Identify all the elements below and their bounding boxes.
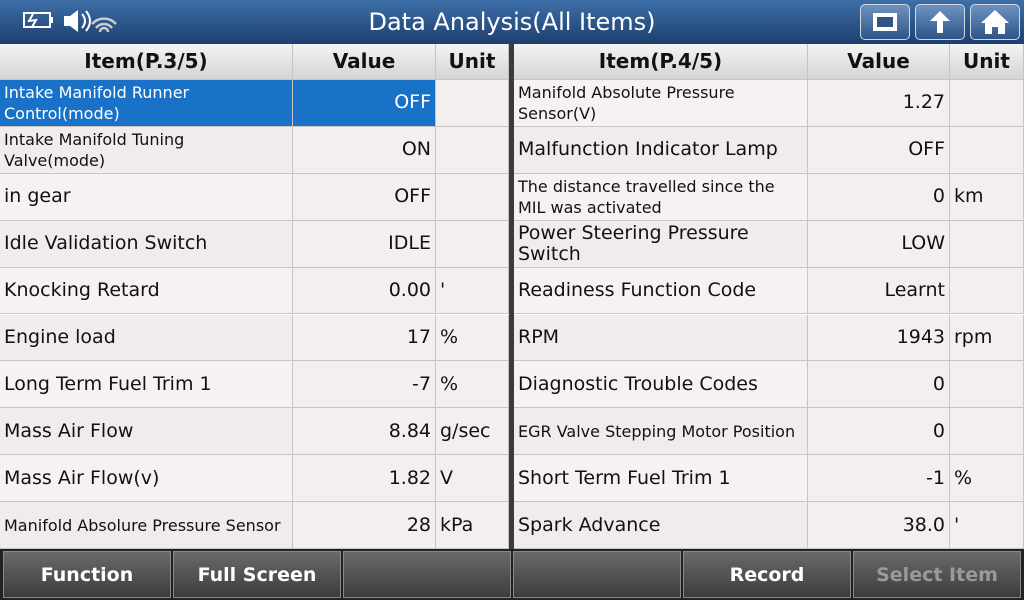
item-value: LOW: [808, 220, 950, 268]
item-value: 1943: [808, 314, 950, 362]
item-unit: ': [950, 502, 1024, 549]
item-value: IDLE: [293, 220, 436, 268]
item-name[interactable]: Diagnostic Trouble Codes: [514, 361, 808, 409]
item-name[interactable]: Mass Air Flow(v): [0, 455, 293, 503]
item-name[interactable]: Readiness Function Code: [514, 267, 808, 315]
toolbar: Function Full Screen Record Select Item: [0, 549, 1024, 600]
item-value: 38.0: [808, 502, 950, 549]
item-name[interactable]: EGR Valve Stepping Motor Position: [514, 408, 808, 456]
item-unit: [436, 126, 509, 174]
item-value: 0: [808, 361, 950, 409]
item-value: -1: [808, 455, 950, 503]
column-header: Item(P.4/5): [514, 44, 808, 80]
item-value: 1.82: [293, 455, 436, 503]
title-bar: Data Analysis(All Items): [0, 0, 1024, 44]
item-unit: ': [436, 267, 509, 315]
item-value: 0: [808, 173, 950, 221]
toolbar-button: [513, 551, 681, 598]
column-header: Unit: [436, 44, 509, 80]
item-value: ON: [293, 126, 436, 174]
toolbar-button[interactable]: Function: [3, 551, 171, 598]
item-value: 0: [808, 408, 950, 456]
item-unit: [436, 80, 509, 127]
home-button[interactable]: [970, 4, 1020, 40]
item-name[interactable]: Manifold Absolure Pressure Sensor: [0, 502, 293, 549]
back-button[interactable]: [915, 4, 965, 40]
item-unit: [950, 126, 1024, 174]
item-name[interactable]: Manifold Absolute Pressure Sensor(V): [514, 80, 808, 127]
title: Data Analysis(All Items): [368, 8, 656, 36]
item-unit: km: [950, 173, 1024, 221]
item-unit: %: [950, 455, 1024, 503]
item-unit: rpm: [950, 314, 1024, 362]
item-value: 28: [293, 502, 436, 549]
toolbar-button[interactable]: Full Screen: [173, 551, 341, 598]
item-unit: [436, 220, 509, 268]
item-name[interactable]: Malfunction Indicator Lamp: [514, 126, 808, 174]
data-table: Item(P.4/5) Value Unit Manifold Absolute Pr…: [514, 44, 1024, 549]
item-unit: [950, 80, 1024, 127]
item-value: 8.84: [293, 408, 436, 456]
column-header: Value: [293, 44, 436, 80]
data-table: Item(P.3/5) Value Unit Intake Manifold Runn…: [0, 44, 509, 549]
item-value: OFF: [808, 126, 950, 174]
item-unit: %: [436, 314, 509, 362]
item-value: 1.27: [808, 80, 950, 127]
item-value: OFF: [293, 80, 436, 127]
item-name[interactable]: Spark Advance: [514, 502, 808, 549]
item-name[interactable]: Power Steering Pressure Switch: [514, 220, 808, 268]
item-value: 17: [293, 314, 436, 362]
item-unit: g/sec: [436, 408, 509, 456]
item-unit: kPa: [436, 502, 509, 549]
item-unit: V: [436, 455, 509, 503]
item-unit: [950, 267, 1024, 315]
item-name[interactable]: Engine load: [0, 314, 293, 362]
item-unit: [950, 408, 1024, 456]
status-icons: [23, 10, 117, 33]
item-name[interactable]: Intake Manifold Runner Control(mode): [0, 80, 293, 127]
item-name[interactable]: Idle Validation Switch: [0, 220, 293, 268]
item-name[interactable]: Long Term Fuel Trim 1: [0, 361, 293, 409]
item-value: 0.00: [293, 267, 436, 315]
item-unit: [950, 361, 1024, 409]
column-header: Item(P.3/5): [0, 44, 293, 80]
item-value: OFF: [293, 173, 436, 221]
item-name[interactable]: The distance travelled since the MIL was…: [514, 173, 808, 221]
toolbar-button: [343, 551, 511, 598]
item-value: -7: [293, 361, 436, 409]
item-unit: %: [436, 361, 509, 409]
toolbar-button[interactable]: Record: [683, 551, 851, 598]
toolbar-button: Select Item: [853, 551, 1021, 598]
item-value: Learnt: [808, 267, 950, 315]
column-header: Unit: [950, 44, 1024, 80]
item-name[interactable]: RPM: [514, 314, 808, 362]
item-name[interactable]: Knocking Retard: [0, 267, 293, 315]
item-name[interactable]: Short Term Fuel Trim 1: [514, 455, 808, 503]
item-name[interactable]: Mass Air Flow: [0, 408, 293, 456]
item-name[interactable]: Intake Manifold Tuning Valve(mode): [0, 126, 293, 174]
print-button[interactable]: [860, 4, 910, 40]
item-name[interactable]: in gear: [0, 173, 293, 221]
column-header: Value: [808, 44, 950, 80]
item-unit: [950, 220, 1024, 268]
item-unit: [436, 173, 509, 221]
